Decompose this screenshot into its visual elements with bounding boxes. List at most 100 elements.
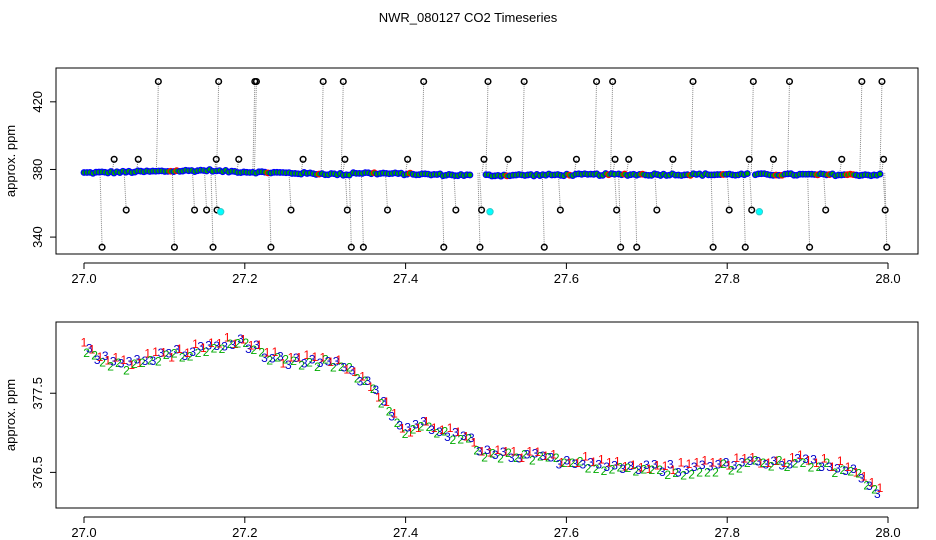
data-marker: 1	[678, 455, 685, 469]
spike-point	[633, 243, 641, 251]
spike-line	[612, 159, 616, 173]
data-marker: 1	[487, 446, 494, 460]
spike-line	[340, 81, 344, 173]
data-marker: 3	[524, 448, 531, 462]
spike-line	[477, 172, 481, 248]
spike-line	[344, 172, 348, 211]
data-marker: 2	[497, 452, 504, 466]
x-tick-label: 27.2	[232, 525, 257, 540]
data-marker: 2	[577, 454, 584, 468]
x-axis-bottom: 27.0 27.2 27.4 27.6 27.8 28.0	[71, 516, 901, 540]
data-marker: 2	[465, 431, 472, 445]
spike-layer	[98, 77, 891, 251]
data-marker: 3	[778, 458, 785, 472]
data-marker: 1	[144, 347, 151, 361]
data-marker: 2	[227, 337, 234, 351]
data-marker: 1	[399, 421, 406, 435]
data-marker: 1	[304, 348, 311, 362]
x-tick-label: 27.4	[393, 271, 418, 286]
data-marker: 1	[248, 338, 255, 352]
data-marker: 2	[553, 451, 560, 465]
data-marker: 2	[569, 456, 576, 470]
data-marker: 2	[338, 360, 345, 374]
data-marker: 2	[752, 453, 759, 467]
data-marker: 1	[773, 454, 780, 468]
spike-point	[440, 243, 448, 251]
data-marker: 1	[176, 342, 183, 356]
data-marker: 3	[675, 466, 682, 480]
figure-title: NWR_080127 CO2 Timeseries	[379, 10, 558, 25]
data-marker: 2	[513, 451, 520, 465]
data-marker: 2	[704, 465, 711, 479]
data-marker: 1	[415, 421, 422, 435]
data-marker: 1	[97, 350, 104, 364]
data-marker: 3	[333, 354, 340, 368]
spike-point	[267, 243, 275, 251]
data-marker: 2	[863, 478, 870, 492]
data-marker: 3	[293, 351, 300, 365]
data-marker: 2	[824, 456, 831, 470]
spike-line	[690, 81, 694, 173]
data-marker: 2	[792, 457, 799, 471]
data-marker: 1	[136, 356, 143, 370]
spike-line	[742, 172, 746, 248]
data-marker: 1	[805, 454, 812, 468]
spike-point	[480, 155, 488, 163]
spike-line	[634, 172, 638, 248]
spike-point	[669, 155, 677, 163]
data-marker: 3	[532, 446, 539, 460]
spike-point	[749, 77, 757, 86]
data-marker: 3	[460, 429, 467, 443]
data-marker: 3	[564, 454, 571, 468]
spike-point	[653, 206, 661, 214]
data-marker: 3	[651, 457, 658, 471]
spike-line	[99, 172, 103, 248]
data-marker: 3	[850, 462, 857, 476]
data-marker: 2	[131, 357, 138, 371]
data-marker: 3	[253, 338, 260, 352]
spike-point	[572, 155, 580, 163]
data-marker: 3	[436, 425, 443, 439]
spike-line	[749, 172, 753, 211]
data-marker: 2	[83, 346, 90, 360]
data-marker: 1	[765, 456, 772, 470]
data-marker: 2	[473, 444, 480, 458]
spike-point	[725, 206, 733, 214]
data-marker: 3	[556, 457, 563, 471]
data-marker: 2	[808, 461, 815, 475]
data-marker: 3	[786, 457, 793, 471]
spike-point	[478, 206, 486, 214]
data-marker: 3	[755, 454, 762, 468]
spike-line	[881, 159, 885, 173]
spike-line	[610, 81, 614, 173]
spike-line	[573, 159, 577, 173]
spike-point	[122, 206, 130, 214]
spike-line	[807, 172, 811, 248]
spike-point	[611, 155, 619, 163]
data-marker: 2	[585, 462, 592, 476]
data-marker: 2	[457, 433, 464, 447]
spike-point	[383, 206, 392, 214]
spike-line	[453, 172, 457, 211]
spike-line	[192, 172, 196, 211]
data-marker: 1	[503, 444, 510, 458]
data-marker: 2	[362, 374, 369, 388]
spike-point	[883, 243, 891, 251]
spike-point	[215, 77, 223, 86]
spike-point	[484, 77, 492, 86]
data-marker: 2	[640, 463, 647, 477]
data-marker: 3	[595, 458, 602, 472]
data-marker: 2	[545, 450, 552, 464]
data-marker: 1	[877, 481, 884, 495]
data-marker: 1	[845, 460, 852, 474]
data-marker: 2	[171, 346, 178, 360]
data-marker: 1	[359, 369, 366, 383]
data-marker: 1	[821, 452, 828, 466]
data-marker: 1	[105, 353, 112, 367]
data-marker: 3	[277, 349, 284, 363]
spike-line	[210, 172, 214, 248]
data-marker: 1	[542, 449, 549, 463]
spike-line	[485, 81, 489, 173]
spike-line	[216, 81, 220, 173]
data-marker: 2	[282, 353, 289, 367]
